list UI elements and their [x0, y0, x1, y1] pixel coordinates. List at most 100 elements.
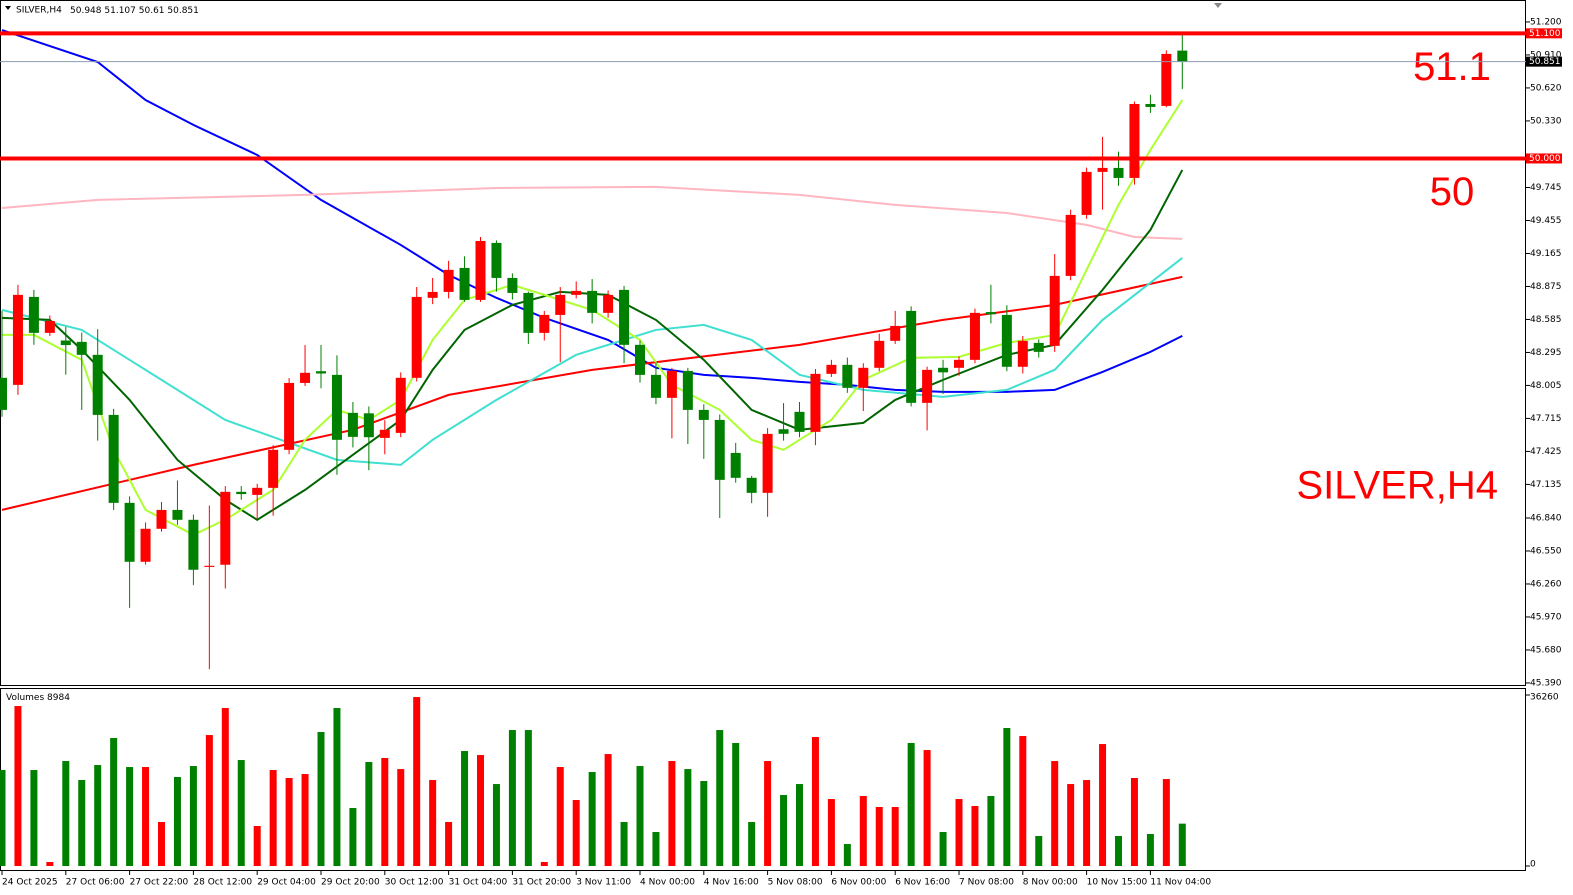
- y-tick-label: 49.455: [1530, 216, 1562, 226]
- volume-bar: [301, 774, 309, 866]
- candle-body: [890, 325, 901, 341]
- candle-body: [459, 267, 470, 300]
- candle-body: [1001, 314, 1012, 367]
- volume-bar: [716, 730, 724, 866]
- volume-bar: [94, 765, 102, 866]
- y-tick-label: 49.745: [1530, 183, 1562, 193]
- volume-bar: [668, 761, 676, 866]
- volume-bar: [142, 767, 150, 866]
- candle-body: [236, 491, 247, 495]
- close-value: 50.851: [167, 6, 199, 16]
- y-tick-label: 45.390: [1530, 678, 1562, 688]
- candle-body: [1145, 103, 1156, 107]
- volume-bar: [811, 737, 819, 866]
- x-tick-label: 31 Oct 20:00: [512, 878, 571, 888]
- volume-bar: [955, 799, 963, 866]
- candle-body: [1129, 103, 1140, 178]
- volume-bar: [477, 755, 484, 866]
- x-tick-label: 11 Nov 04:00: [1150, 878, 1211, 888]
- volume-last: 8984: [47, 693, 70, 703]
- candle-body: [28, 296, 39, 333]
- volume-bar: [987, 796, 995, 866]
- volume-bar: [253, 826, 261, 866]
- candle-body: [76, 341, 87, 355]
- candle-body: [204, 565, 215, 567]
- volume-bar: [540, 861, 548, 866]
- candle-body: [874, 340, 885, 368]
- x-tick-label: 4 Nov 00:00: [640, 878, 695, 888]
- symbol-header: SILVER,H4: [16, 6, 62, 16]
- volume-bar: [875, 807, 883, 866]
- x-tick-label: 3 Nov 11:00: [576, 878, 631, 888]
- x-tick-label: 30 Oct 12:00: [385, 878, 444, 888]
- price-tag-bg: [1526, 56, 1562, 67]
- candle-body: [985, 312, 996, 315]
- candle-body: [108, 414, 119, 503]
- volume-bar: [1178, 823, 1186, 866]
- volume-bar: [764, 761, 772, 866]
- candle-body: [300, 372, 311, 383]
- candle-body: [714, 419, 725, 480]
- volume-bar: [636, 766, 644, 866]
- volume-bar: [1115, 836, 1122, 866]
- volume-bar: [1130, 778, 1138, 866]
- volume-bar: [732, 743, 740, 866]
- volume-bar: [46, 861, 54, 866]
- x-tick-label: 28 Oct 12:00: [193, 878, 252, 888]
- volume-bar: [381, 758, 389, 866]
- candle-body: [666, 370, 677, 398]
- y-tick-label: 47.135: [1530, 480, 1562, 490]
- volume-bar: [126, 767, 134, 866]
- level-label: 50: [1430, 170, 1475, 214]
- candle-body: [730, 452, 741, 478]
- candle-body: [316, 371, 326, 374]
- volume-bar: [445, 822, 453, 866]
- volume-bar: [285, 778, 293, 866]
- volume-bar: [827, 799, 835, 866]
- volume-bar: [620, 822, 628, 866]
- level-tag: 51.100: [1529, 29, 1561, 39]
- candle-body: [539, 314, 550, 333]
- y-tick-label: 47.425: [1530, 447, 1562, 457]
- volume-bar: [333, 708, 341, 866]
- candle-body: [635, 344, 645, 375]
- candle-body: [858, 367, 869, 388]
- volume-bar: [397, 769, 405, 866]
- x-tick-label: 6 Nov 16:00: [895, 878, 950, 888]
- candle-body: [1177, 50, 1188, 62]
- volume-bar: [700, 781, 708, 866]
- candle-body: [842, 364, 853, 388]
- y-tick-label: 49.165: [1530, 249, 1562, 259]
- volume-bar: [1067, 784, 1075, 866]
- candle-body: [938, 367, 949, 373]
- volume-bar: [1083, 780, 1091, 866]
- x-tick-label: 10 Nov 15:00: [1087, 878, 1148, 888]
- volume-bar: [748, 822, 756, 866]
- candle-body: [906, 310, 917, 403]
- y-tick-label: 50.330: [1530, 116, 1562, 126]
- y-tick-label: 48.585: [1530, 315, 1562, 325]
- candle-body: [826, 364, 837, 374]
- open-value: 50.948: [70, 6, 102, 16]
- y-tick-label: 45.680: [1530, 645, 1562, 655]
- volume-bar: [588, 772, 596, 866]
- volume-panel: [0, 688, 1526, 871]
- candle-body: [491, 242, 502, 278]
- y-tick-label: 45.970: [1530, 612, 1562, 622]
- volume-bar: [413, 697, 421, 866]
- volume-tick-label: 0: [1530, 860, 1536, 870]
- x-tick-label: 6 Nov 00:00: [831, 878, 886, 888]
- volume-bar: [1035, 836, 1043, 866]
- x-tick-label: 8 Nov 00:00: [1023, 878, 1078, 888]
- y-tick-label: 48.295: [1530, 348, 1562, 358]
- volume-bar: [269, 770, 277, 866]
- volume-bar: [349, 807, 357, 866]
- candle-body: [0, 377, 7, 410]
- candle-body: [92, 354, 103, 415]
- candle-body: [284, 382, 295, 450]
- level-tag-bg: [1526, 153, 1562, 164]
- volume-bar: [939, 831, 947, 866]
- volume-bar: [684, 769, 692, 866]
- volume-bar: [110, 738, 118, 866]
